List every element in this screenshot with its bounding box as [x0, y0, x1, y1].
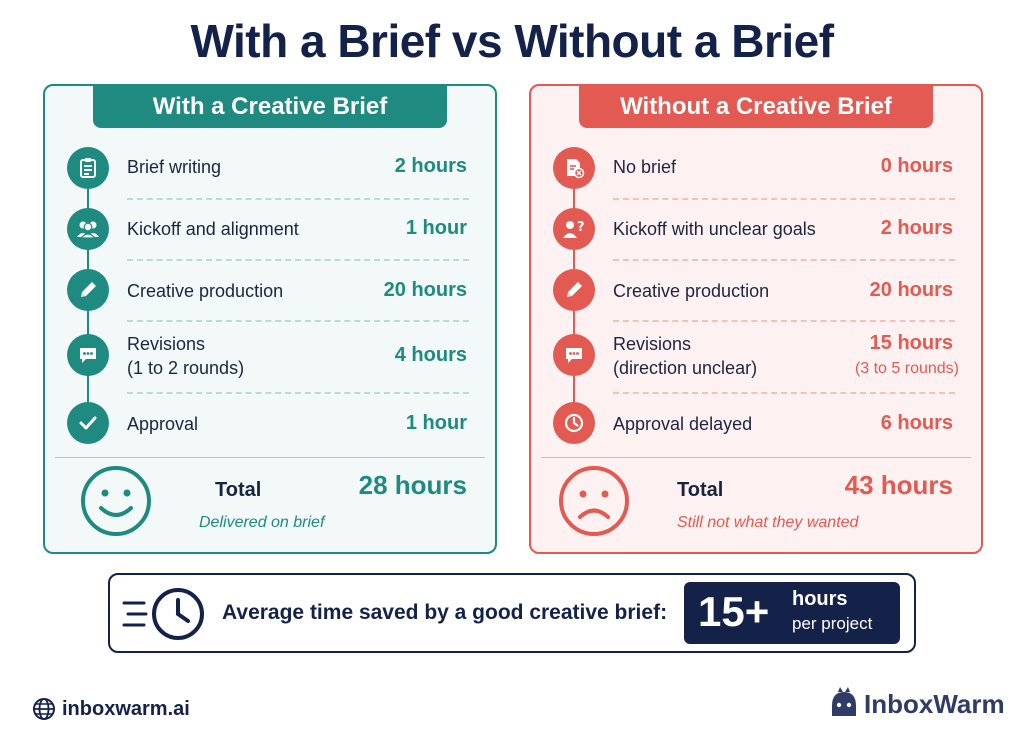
row-divider	[127, 259, 469, 261]
chat-icon	[553, 334, 595, 376]
row-label: Kickoff and alignment	[127, 219, 299, 239]
savings-badge: 15+ hours per project	[684, 582, 900, 644]
row-label: Approval delayed	[613, 414, 753, 434]
row-divider	[127, 198, 469, 200]
without-brief-heading: Without a Creative Brief	[579, 86, 933, 128]
row-label: Approval	[127, 414, 199, 434]
row-value: 1 hour	[405, 412, 467, 434]
total-label: Total	[215, 479, 262, 501]
website-link[interactable]: inboxwarm.ai	[32, 697, 190, 721]
pencil-icon	[553, 269, 595, 311]
total-label: Total	[677, 479, 724, 501]
row-label-detail: (1 to 2 rounds)	[127, 358, 245, 378]
row-divider	[127, 320, 469, 322]
row-label: No brief	[613, 157, 677, 177]
row-divider	[613, 392, 955, 394]
total-note: Still not what they wanted	[677, 514, 859, 531]
sad-face-icon	[557, 464, 631, 543]
row-value: 20 hours	[383, 279, 467, 301]
row-divider	[613, 320, 955, 322]
row-label: Brief writing	[127, 157, 222, 177]
person-question-icon: ?	[553, 208, 595, 250]
globe-icon	[33, 698, 55, 720]
without-brief-panel: Without a Creative Brief No brief 0 hour…	[529, 84, 983, 554]
row-value: 4 hours	[394, 344, 467, 366]
row-label: Revisions	[613, 334, 692, 354]
smiley-face-icon	[79, 464, 153, 543]
row-value: 6 hours	[880, 412, 953, 434]
clock-icon	[553, 402, 595, 444]
row-value: 20 hours	[869, 279, 953, 301]
total-value: 43 hours	[844, 470, 953, 500]
clipboard-icon	[67, 147, 109, 189]
row-value: 15 hours	[869, 332, 953, 354]
document-x-icon	[553, 147, 595, 189]
brand-logo: InboxWarm	[826, 686, 1005, 722]
total-value: 28 hours	[358, 470, 467, 500]
total-note: Delivered on brief	[199, 514, 325, 531]
with-brief-heading: With a Creative Brief	[93, 86, 447, 128]
team-icon	[67, 208, 109, 250]
savings-banner: Average time saved by a good creative br…	[108, 573, 916, 653]
row-label: Creative production	[127, 281, 284, 301]
savings-text: Average time saved by a good creative br…	[222, 601, 668, 624]
row-label-detail: (direction unclear)	[613, 358, 758, 378]
row-value: 1 hour	[405, 217, 467, 239]
chat-icon	[67, 334, 109, 376]
checkmark-icon	[67, 402, 109, 444]
page-title: With a Brief vs Without a Brief	[190, 15, 834, 67]
savings-unit-detail: per project	[792, 614, 873, 633]
row-label: Creative production	[613, 281, 770, 301]
row-label: Revisions	[127, 334, 206, 354]
pencil-icon	[67, 269, 109, 311]
row-value: 2 hours	[394, 155, 467, 177]
fast-clock-icon	[122, 583, 212, 650]
row-value: 0 hours	[880, 155, 953, 177]
row-divider	[127, 392, 469, 394]
with-brief-panel: With a Creative Brief Brief writing 2 ho…	[43, 84, 497, 554]
brand-mascot-icon	[832, 687, 856, 716]
website-text: inboxwarm.ai	[62, 697, 190, 720]
savings-unit: hours	[792, 588, 848, 610]
row-label: Kickoff with unclear goals	[613, 219, 816, 239]
total-divider	[55, 457, 485, 458]
row-divider	[613, 259, 955, 261]
total-divider	[541, 457, 971, 458]
row-value-detail: (3 to 5 rounds)	[854, 360, 959, 377]
svg-text:?: ?	[577, 220, 585, 235]
row-value: 2 hours	[880, 217, 953, 239]
row-divider	[613, 198, 955, 200]
brand-name: InboxWarm	[864, 688, 1005, 719]
savings-value: 15+	[698, 588, 770, 635]
